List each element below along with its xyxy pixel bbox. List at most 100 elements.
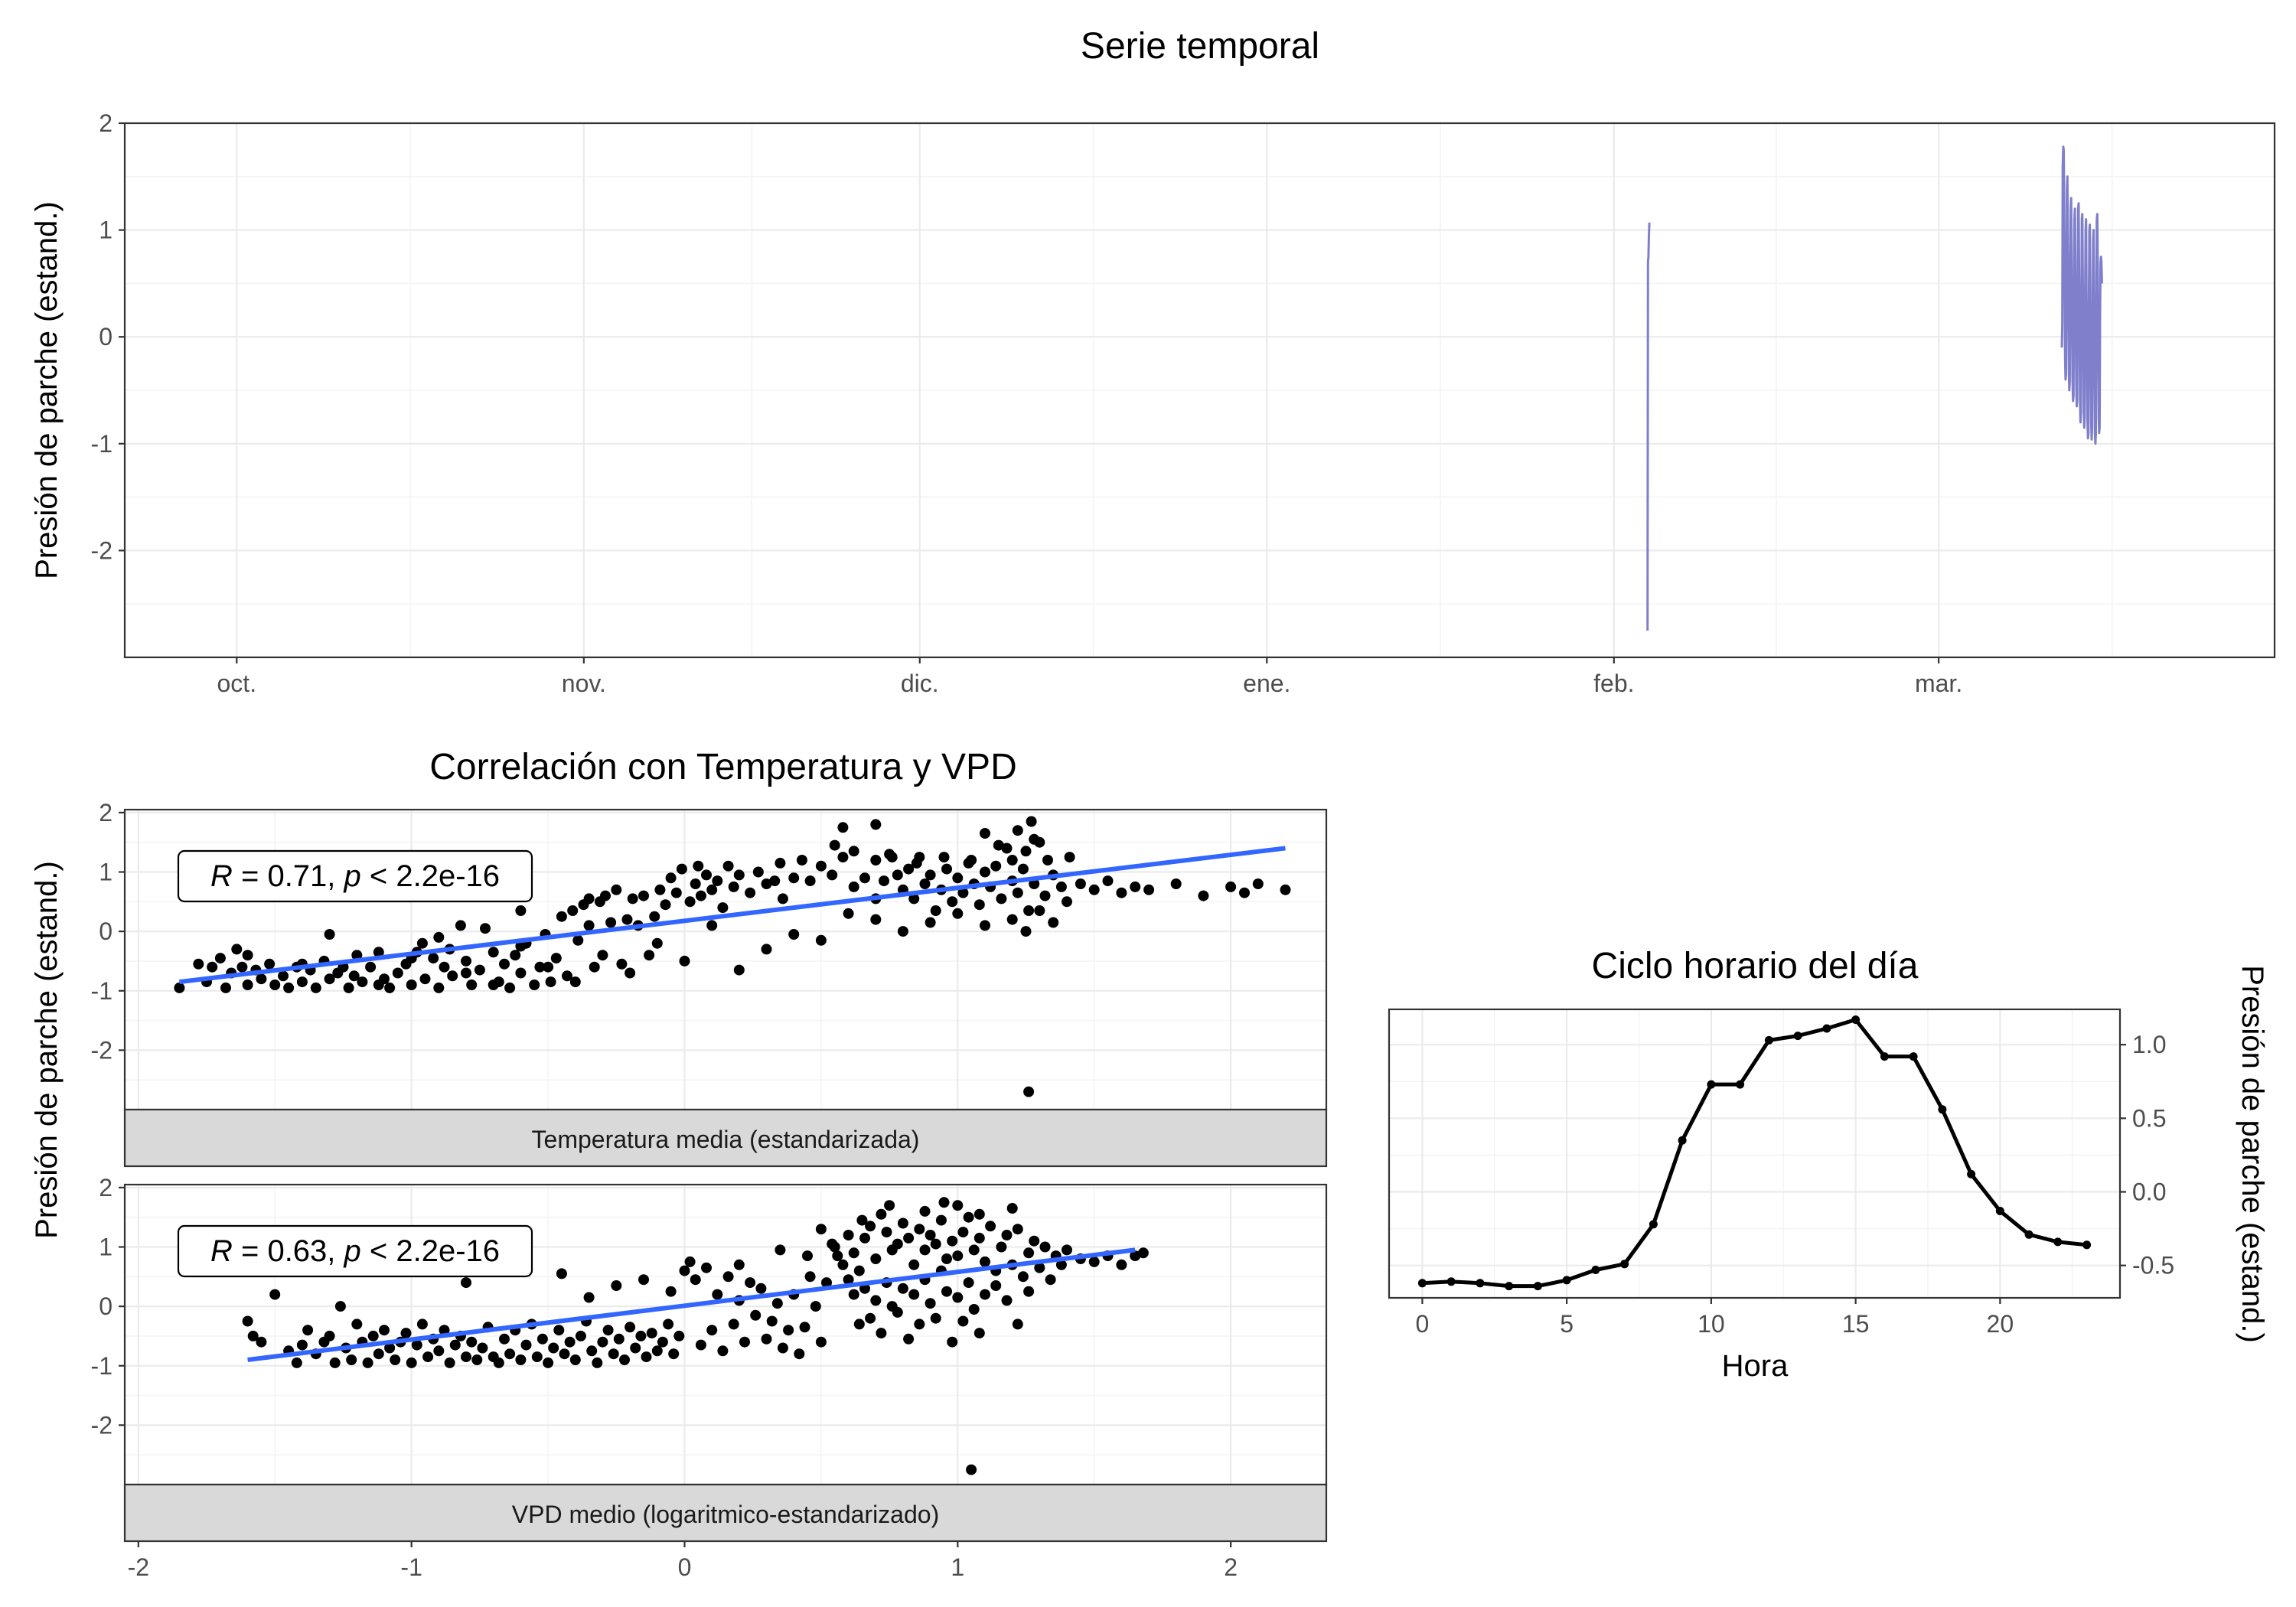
temp-point — [952, 872, 964, 884]
temp-point — [859, 872, 870, 884]
temp-point — [193, 958, 204, 970]
temp-point — [392, 967, 403, 979]
vpd-point — [914, 1319, 925, 1330]
temp-point — [283, 982, 295, 993]
temp-point — [348, 970, 360, 982]
temp-point — [1239, 887, 1250, 898]
vpd-point — [569, 1354, 581, 1365]
vpd-point — [865, 1221, 876, 1232]
vpd-point — [966, 1464, 977, 1475]
vpd-point — [575, 1330, 586, 1341]
vpd-point — [957, 1227, 969, 1238]
vpd-point — [302, 1325, 314, 1336]
temp-point — [1116, 887, 1127, 898]
temp-point — [870, 855, 882, 865]
temp-point — [974, 899, 985, 911]
temp-point — [504, 982, 516, 993]
temp-point — [761, 878, 772, 889]
temp-y-axis: -2 -1 0 1 2 — [91, 799, 125, 1064]
temp-point — [569, 976, 581, 988]
vpd-point — [690, 1274, 701, 1286]
temp-point — [583, 920, 595, 931]
vpd-point — [515, 1354, 527, 1365]
temp-point — [543, 961, 554, 973]
temp-point — [654, 884, 666, 895]
temp-point — [447, 970, 458, 982]
temp-point — [804, 875, 816, 887]
vpd-point — [635, 1330, 647, 1341]
temp-y-tick-label: 2 — [99, 799, 113, 826]
ciclo-point — [2053, 1237, 2063, 1247]
vpd-point — [832, 1250, 843, 1262]
ciclo-x-tick-label: 5 — [1560, 1310, 1574, 1338]
vpd-point — [630, 1342, 641, 1354]
vpd-point — [439, 1325, 450, 1336]
vpd-point — [897, 1283, 908, 1294]
temp-point — [256, 973, 267, 985]
temp-point — [870, 914, 882, 925]
vpd-point — [938, 1197, 950, 1208]
vpd-point — [799, 1322, 810, 1333]
vpd-point — [269, 1289, 281, 1300]
temp-point — [827, 869, 838, 881]
temp-point — [550, 953, 562, 964]
vpd-point — [1088, 1256, 1100, 1267]
ciclo-point — [1995, 1207, 2004, 1215]
vpd-point — [876, 1328, 887, 1339]
temp-point — [903, 863, 915, 875]
vpd-point — [941, 1286, 952, 1297]
temp-point — [278, 970, 289, 982]
temp-r-text: = 0.71, — [233, 859, 344, 893]
vpd-point — [712, 1289, 723, 1300]
serie-line-segment — [2060, 145, 2103, 445]
panel-serie-temporal: Serie temporal -2 -1 0 1 2 oct. nov. dic. ene. f… — [30, 26, 2276, 697]
vpd-point — [870, 1295, 882, 1306]
vpd-point — [985, 1221, 996, 1232]
temp-point — [384, 982, 396, 993]
serie-x-tick-label: mar. — [1915, 670, 1962, 697]
vpd-point — [543, 1357, 554, 1368]
temp-point — [455, 920, 466, 931]
serie-x-tick-label: feb. — [1593, 670, 1634, 697]
vpd-point — [908, 1289, 920, 1300]
vpd-point — [856, 1214, 868, 1226]
temp-point — [236, 961, 248, 973]
ciclo-point — [1649, 1220, 1658, 1229]
vpd-point — [761, 1333, 772, 1345]
temp-point — [925, 917, 936, 928]
vpd-point — [990, 1280, 1002, 1291]
temp-point — [1075, 878, 1086, 889]
serie-y-tick-label: -1 — [91, 430, 113, 458]
temp-y-tick-label: -1 — [91, 977, 113, 1005]
vpd-point — [728, 1319, 739, 1330]
ciclo-x-tick-label: 0 — [1416, 1310, 1430, 1338]
vpd-x-tick-label: 2 — [1224, 1553, 1238, 1581]
vpd-point — [641, 1351, 652, 1363]
temp-point — [649, 911, 660, 922]
temp-point — [416, 937, 428, 949]
temp-point — [439, 961, 450, 973]
vpd-point — [536, 1333, 548, 1345]
temp-point — [892, 869, 903, 881]
temp-point — [941, 863, 952, 875]
vpd-point — [329, 1357, 341, 1368]
temp-point — [1020, 926, 1032, 937]
vpd-point — [1012, 1224, 1023, 1235]
temp-point — [706, 884, 718, 895]
vpd-point — [843, 1230, 854, 1240]
vpd-y-tick-label: 1 — [99, 1234, 113, 1261]
vpd-point — [324, 1330, 335, 1341]
temp-point — [1020, 846, 1032, 857]
vpd-point — [925, 1298, 936, 1309]
ciclo-y-axis: -0.5 0.0 0.5 1.0 — [2120, 1031, 2174, 1279]
temp-point — [775, 857, 786, 869]
temp-point — [373, 947, 384, 958]
temp-point — [761, 944, 772, 955]
vpd-point — [701, 1262, 712, 1273]
vpd-point — [449, 1339, 461, 1351]
vpd-point — [493, 1357, 504, 1368]
temp-point — [1170, 878, 1182, 889]
temp-point — [745, 887, 756, 898]
ciclo-points — [1417, 1015, 2092, 1291]
temp-point — [980, 920, 990, 931]
